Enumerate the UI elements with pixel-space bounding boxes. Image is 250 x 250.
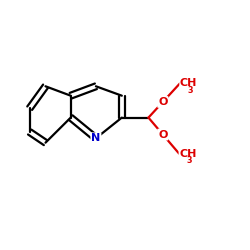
Text: O: O: [158, 130, 168, 140]
Text: N: N: [91, 133, 101, 143]
Text: CH: CH: [179, 149, 196, 159]
Text: O: O: [158, 97, 168, 107]
Text: 3: 3: [188, 86, 193, 94]
Text: CH: CH: [180, 78, 197, 88]
Text: 3: 3: [187, 156, 192, 165]
